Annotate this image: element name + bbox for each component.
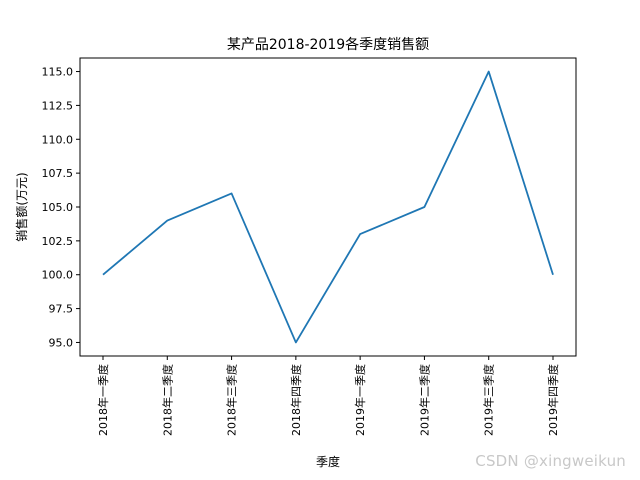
y-tick-label: 112.5 — [42, 99, 74, 112]
y-tick-label: 110.0 — [42, 133, 74, 146]
x-tick-label: 2018年一季度 — [96, 364, 110, 436]
series-line — [102, 70, 554, 344]
y-tick-label: 102.5 — [42, 235, 74, 248]
x-tick-label: 2019年三季度 — [482, 364, 496, 436]
watermark: CSDN @xingweikun — [475, 452, 626, 470]
y-axis-label: 销售额(万元) — [14, 172, 29, 241]
x-tick-label: 2019年四季度 — [546, 364, 560, 436]
plot-area-frame — [79, 57, 577, 357]
y-tick-label: 107.5 — [42, 167, 74, 180]
y-tick-label: 97.5 — [49, 303, 74, 316]
x-tick-label: 2019年一季度 — [353, 364, 367, 436]
y-tick-label: 100.0 — [42, 269, 74, 282]
chart-title: 某产品2018-2019各季度销售额 — [227, 37, 429, 53]
y-tick-label: 105.0 — [42, 201, 74, 214]
y-tick-label: 115.0 — [42, 66, 74, 79]
x-axis: 2018年一季度 2018年二季度 2018年三季度 2018年四季度 2019年一季度… — [96, 356, 560, 436]
x-tick-label: 2018年四季度 — [289, 364, 303, 436]
x-tick-label: 2018年三季度 — [225, 364, 239, 436]
y-axis: 95.0 97.5 100.0 102.5 105.0 107.5 110.0 112.5 11… — [42, 66, 80, 349]
y-tick-label: 95.0 — [49, 336, 74, 349]
x-tick-label: 2018年二季度 — [160, 364, 174, 436]
x-axis-label: 季度 — [316, 454, 340, 469]
x-tick-label: 2019年二季度 — [417, 364, 431, 436]
